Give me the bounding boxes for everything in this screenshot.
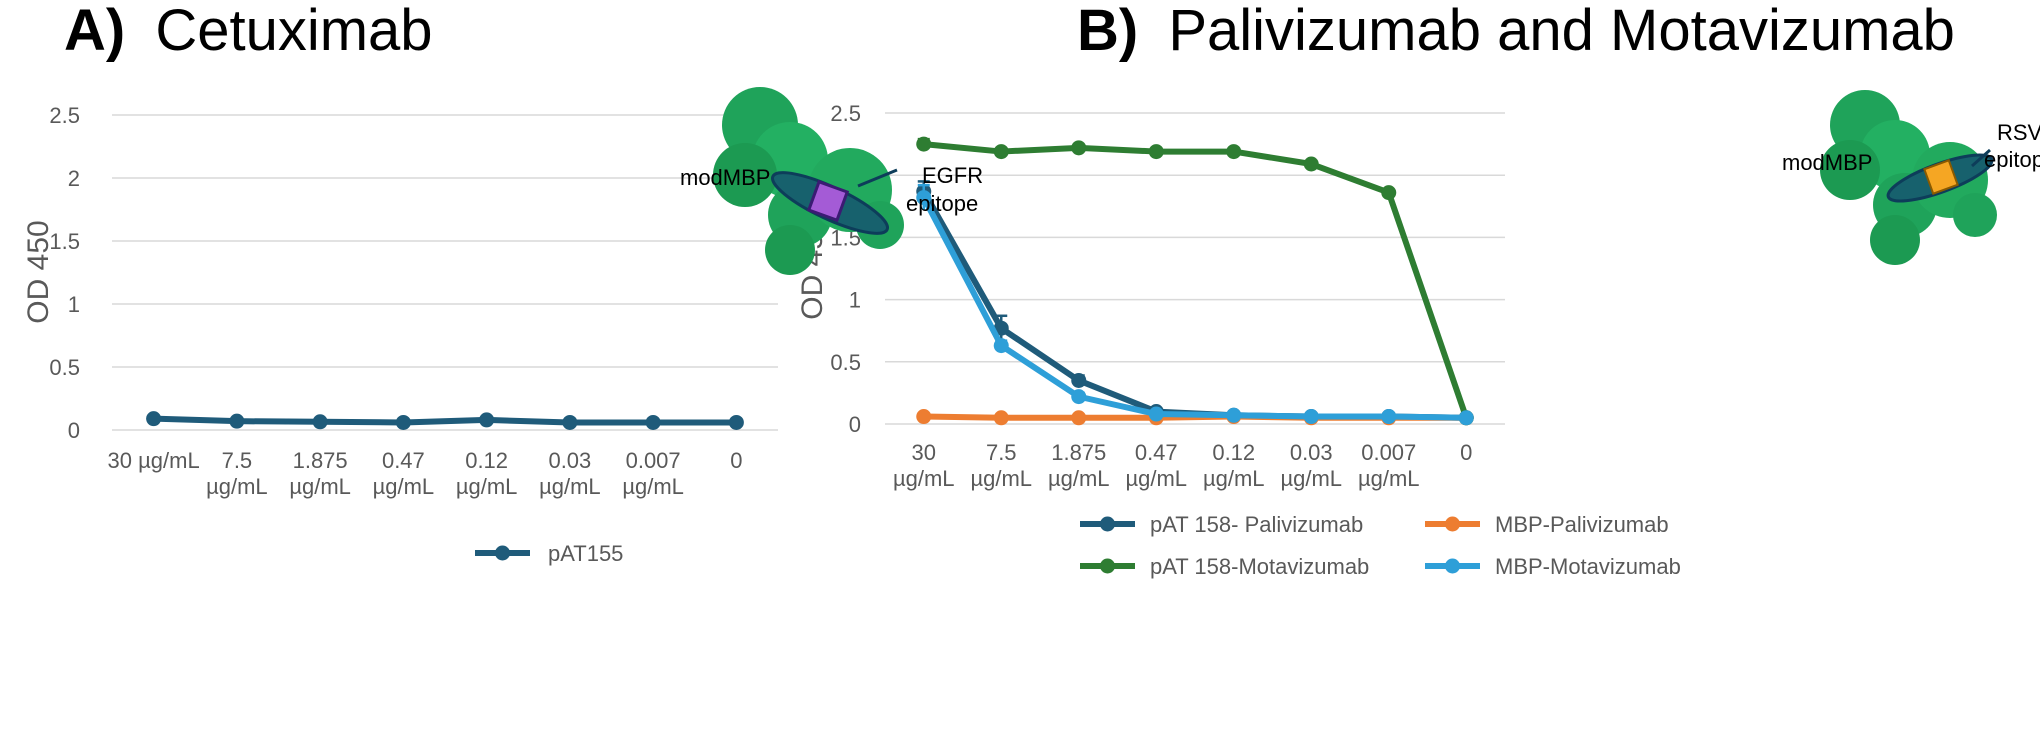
legend-swatch-marker <box>1100 516 1115 532</box>
series-line <box>923 141 1470 419</box>
panel-a-name: Cetuximab <box>155 0 432 63</box>
data-point <box>1148 144 1164 160</box>
panel-a-title: A) Cetuximab <box>64 0 433 63</box>
data-point <box>1458 410 1474 426</box>
panel-b-letter: B) <box>1077 0 1138 63</box>
x-tick-label: 0.47 <box>1135 440 1178 465</box>
x-tick-label: 30 <box>912 440 936 465</box>
annotation-a-epitope-1: EGFR <box>922 163 983 188</box>
data-point <box>993 144 1009 160</box>
annotation-b-epitope-1: RSV <box>1997 120 2040 145</box>
panel-a-letter: A) <box>64 0 125 63</box>
x-tick-label: 0.03 <box>548 448 591 473</box>
annotation-b-epitope-2: epitop <box>1984 147 2040 172</box>
legend-label: MBP-Palivizumab <box>1495 512 1669 537</box>
data-point <box>229 413 245 429</box>
legend-label: MBP-Motavizumab <box>1495 554 1681 579</box>
data-point <box>1381 185 1397 201</box>
data-point <box>1071 372 1087 388</box>
x-tick-label: 0.47 <box>382 448 425 473</box>
data-point <box>916 136 932 152</box>
legend-swatch-marker <box>495 545 510 561</box>
y-axis-label: OD 450 <box>22 220 55 323</box>
x-tick-label: 0.12 <box>1212 440 1255 465</box>
x-tick-label: µg/mL <box>1048 466 1110 491</box>
y-tick-label: 2.5 <box>49 103 80 128</box>
y-tick-label: 0.5 <box>830 350 861 375</box>
x-tick-label: 30 µg/mL <box>108 448 200 473</box>
legend-label: pAT 158- Palivizumab <box>1150 512 1363 537</box>
x-tick-label: 1.875 <box>1051 440 1106 465</box>
annotation-a-modmbp: modMBP <box>680 165 770 190</box>
y-tick-label: 1 <box>68 292 80 317</box>
x-tick-label: 0 <box>1460 440 1472 465</box>
data-point <box>1148 406 1164 422</box>
data-point <box>1071 140 1087 156</box>
legend-label: pAT 158-Motavizumab <box>1150 554 1369 579</box>
legend-swatch-marker <box>1445 516 1460 532</box>
x-tick-label: µg/mL <box>1358 466 1420 491</box>
x-tick-label: µg/mL <box>373 474 435 499</box>
series-line <box>921 196 1467 421</box>
data-point <box>916 409 932 425</box>
modmbp-protein-a-illustration <box>713 87 904 275</box>
data-point <box>1303 156 1319 172</box>
y-tick-label: 1.5 <box>49 229 80 254</box>
x-tick-label: µg/mL <box>970 466 1032 491</box>
panel-b-title: B) Palivizumab and Motavizumab <box>1077 0 1955 63</box>
data-point <box>1381 409 1397 425</box>
y-tick-label: 0 <box>849 412 861 437</box>
x-tick-label: 1.875 <box>293 448 348 473</box>
panel-b-name: Palivizumab and Motavizumab <box>1168 0 1955 63</box>
y-tick-label: 2 <box>68 166 80 191</box>
x-tick-label: µg/mL <box>289 474 351 499</box>
x-tick-label: 7.5 <box>986 440 1017 465</box>
x-tick-label: 0.12 <box>465 448 508 473</box>
y-tick-label: 1 <box>849 288 861 313</box>
x-tick-label: µg/mL <box>622 474 684 499</box>
data-point <box>312 414 328 430</box>
data-point <box>146 411 162 427</box>
modmbp-protein-b-illustration <box>1820 90 1997 265</box>
data-point <box>916 190 932 206</box>
data-point <box>993 338 1009 354</box>
y-tick-label: 2.5 <box>830 101 861 126</box>
data-point <box>1303 409 1319 425</box>
annotation-b-modmbp: modMBP <box>1782 150 1872 175</box>
chart-b: 00.511.522.5OD 45030µg/mL7.5µg/mL1.875µg… <box>796 101 1681 579</box>
annotation-a-epitope-2: epitope <box>906 191 978 216</box>
data-point <box>993 320 1009 336</box>
x-tick-label: µg/mL <box>1280 466 1342 491</box>
data-point <box>645 414 661 430</box>
legend-swatch-marker <box>1445 558 1460 574</box>
x-tick-label: µg/mL <box>1203 466 1265 491</box>
x-tick-label: 0 <box>730 448 742 473</box>
legend-swatch-marker <box>1100 558 1115 574</box>
x-tick-label: 0.03 <box>1290 440 1333 465</box>
x-tick-label: µg/mL <box>893 466 955 491</box>
data-point <box>1071 389 1087 405</box>
x-tick-label: 7.5 <box>222 448 253 473</box>
y-tick-label: 0.5 <box>49 355 80 380</box>
x-tick-label: 0.007 <box>626 448 681 473</box>
x-tick-label: µg/mL <box>539 474 601 499</box>
data-point <box>1071 410 1087 426</box>
x-tick-label: µg/mL <box>206 474 268 499</box>
data-point <box>395 414 411 430</box>
y-tick-label: 0 <box>68 418 80 443</box>
data-point <box>479 412 495 428</box>
data-point <box>562 414 578 430</box>
legend-label: pAT155 <box>548 541 623 566</box>
x-tick-label: µg/mL <box>1125 466 1187 491</box>
data-point <box>728 414 744 430</box>
series-line <box>921 189 1467 421</box>
x-tick-label: 0.007 <box>1361 440 1416 465</box>
data-point <box>1226 144 1242 160</box>
x-tick-label: µg/mL <box>456 474 518 499</box>
data-point <box>993 410 1009 426</box>
data-point <box>1226 407 1242 423</box>
series-line <box>153 415 737 426</box>
